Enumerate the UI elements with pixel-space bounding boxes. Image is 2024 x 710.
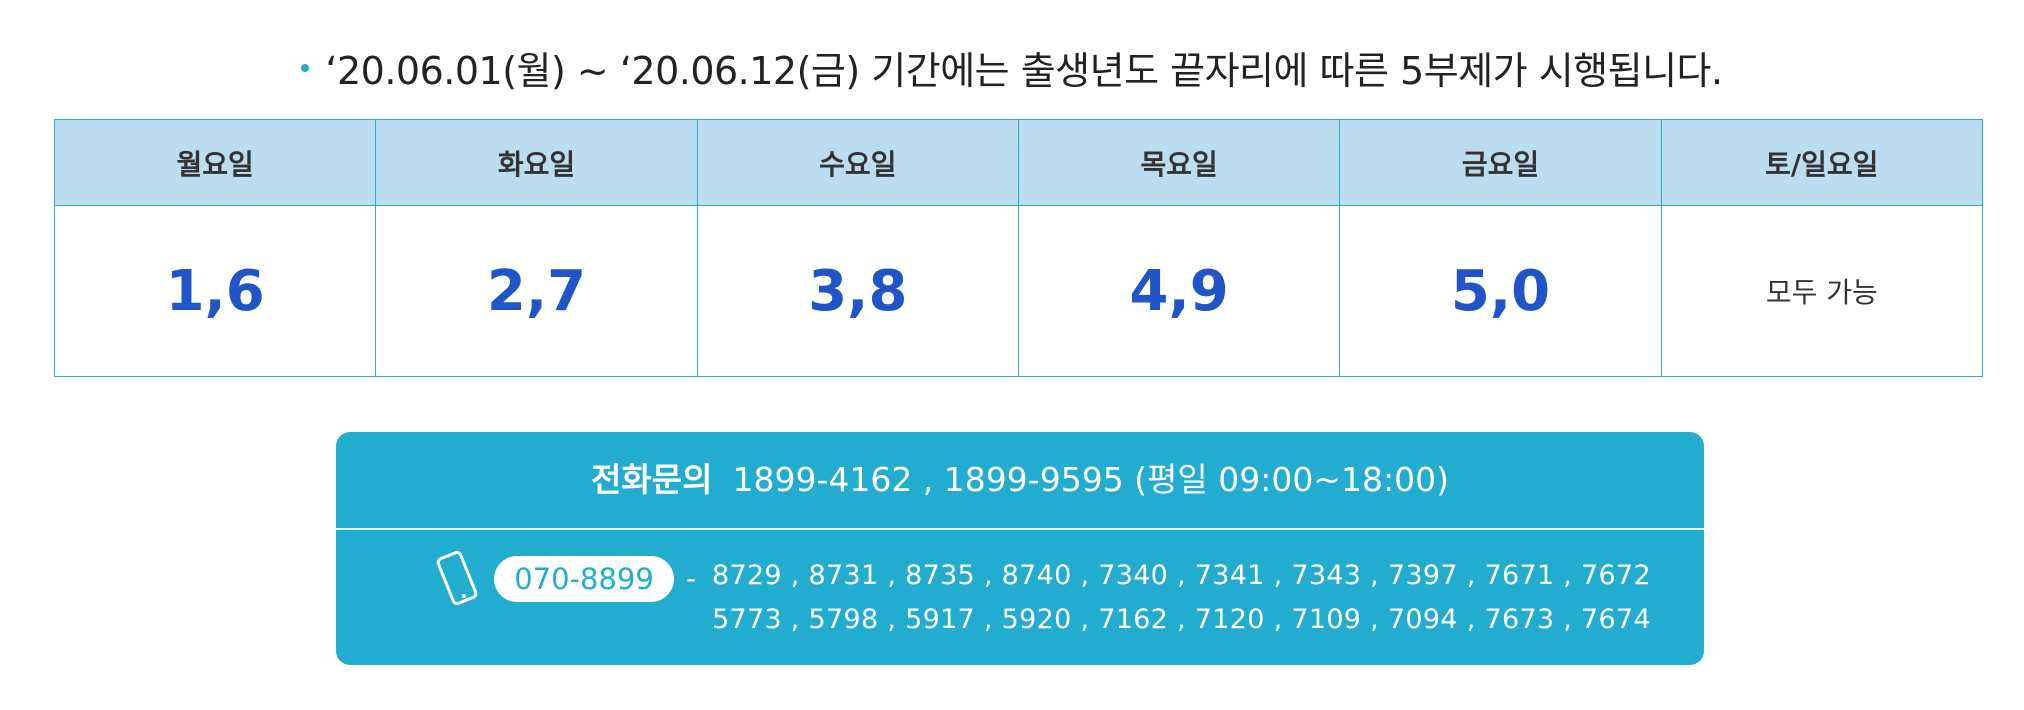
phone-icon xyxy=(436,550,478,606)
schedule-table: 월요일 화요일 수요일 목요일 금요일 토/일요일 1,6 2,7 3,8 4,9 5,0 모두 가… xyxy=(53,119,1984,377)
extension-line: 5773 , 5798 , 5917 , 5920 , 7162 , 7120 … xyxy=(712,604,1651,635)
separator: - xyxy=(686,562,697,595)
value-cell: 5,0 xyxy=(1339,205,1662,377)
value-cell: 2,7 xyxy=(375,205,698,377)
contact-box: 전화문의 1899-4162 , 1899-9595 (평일 09:00~18:0… xyxy=(336,432,1704,665)
extension-line: 8729 , 8731 , 8735 , 8740 , 7340 , 7341 … xyxy=(712,560,1651,591)
header-row: 월요일 화요일 수요일 목요일 금요일 토/일요일 xyxy=(53,119,1984,206)
mobile-prefix: 070-8899 xyxy=(494,556,674,602)
value-cell: 1,6 xyxy=(53,205,377,377)
value-row: 1,6 2,7 3,8 4,9 5,0 모두 가능 xyxy=(53,205,1984,377)
header-cell: 화요일 xyxy=(375,119,698,206)
phone-line: 전화문의 1899-4162 , 1899-9595 (평일 09:00~18:0… xyxy=(336,432,1704,530)
header-cell: 수요일 xyxy=(696,119,1019,206)
value-cell: 4,9 xyxy=(1017,205,1341,377)
value-cell: 3,8 xyxy=(696,205,1019,377)
phone-numbers: 1899-4162 , 1899-9595 (평일 09:00~18:00) xyxy=(732,460,1449,499)
contact-label: 전화문의 xyxy=(591,460,713,499)
notice-text: ‘20.06.01(월) ~ ‘20.06.12(금) 기간에는 출생년도 끝자… xyxy=(325,49,1723,93)
value-cell: 모두 가능 xyxy=(1660,205,1984,377)
notice: ‘20.06.01(월) ~ ‘20.06.12(금) 기간에는 출생년도 끝자… xyxy=(0,40,2024,95)
bullet xyxy=(301,63,310,72)
header-cell: 목요일 xyxy=(1017,119,1341,206)
header-cell: 토/일요일 xyxy=(1660,119,1984,206)
header-cell: 금요일 xyxy=(1339,119,1662,206)
header-cell: 월요일 xyxy=(53,119,377,206)
